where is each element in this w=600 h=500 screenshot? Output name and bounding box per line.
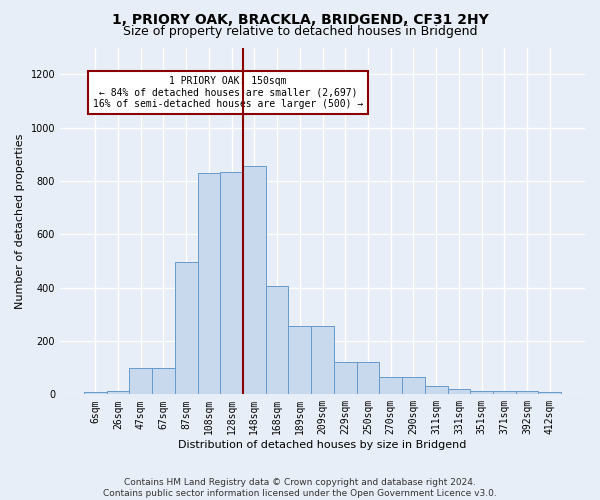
Bar xyxy=(425,386,448,394)
Text: 1, PRIORY OAK, BRACKLA, BRIDGEND, CF31 2HY: 1, PRIORY OAK, BRACKLA, BRIDGEND, CF31 2… xyxy=(112,12,488,26)
Bar xyxy=(402,377,425,394)
Text: 1 PRIORY OAK: 150sqm
← 84% of detached houses are smaller (2,697)
16% of semi-de: 1 PRIORY OAK: 150sqm ← 84% of detached h… xyxy=(93,76,363,109)
Bar xyxy=(152,368,175,394)
Bar xyxy=(356,362,379,394)
Bar xyxy=(311,326,334,394)
X-axis label: Distribution of detached houses by size in Bridgend: Distribution of detached houses by size … xyxy=(178,440,467,450)
Bar xyxy=(493,391,515,394)
Bar xyxy=(538,392,561,394)
Bar xyxy=(448,389,470,394)
Bar xyxy=(334,362,356,394)
Bar xyxy=(84,392,107,394)
Bar xyxy=(379,377,402,394)
Bar xyxy=(175,262,197,394)
Bar xyxy=(130,368,152,394)
Bar xyxy=(107,391,130,394)
Bar xyxy=(266,286,289,395)
Bar xyxy=(515,391,538,394)
Bar xyxy=(197,173,220,394)
Y-axis label: Number of detached properties: Number of detached properties xyxy=(15,133,25,308)
Bar xyxy=(289,326,311,394)
Text: Contains HM Land Registry data © Crown copyright and database right 2024.
Contai: Contains HM Land Registry data © Crown c… xyxy=(103,478,497,498)
Bar xyxy=(470,391,493,394)
Bar xyxy=(220,172,243,394)
Bar xyxy=(243,166,266,394)
Text: Size of property relative to detached houses in Bridgend: Size of property relative to detached ho… xyxy=(123,25,477,38)
